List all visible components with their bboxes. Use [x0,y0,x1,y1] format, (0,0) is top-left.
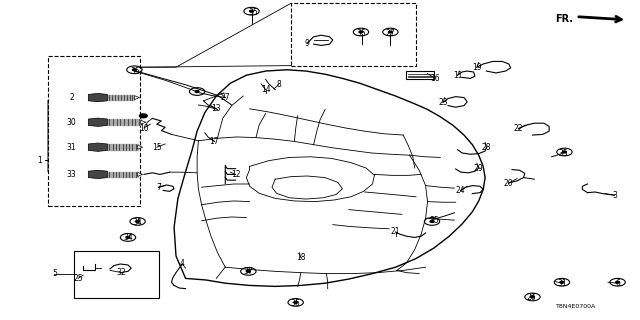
Bar [48,56,140,206]
Circle shape [140,114,147,118]
Polygon shape [88,118,108,126]
Circle shape [560,281,564,283]
Text: 29: 29 [474,164,484,172]
Text: 12: 12 [231,170,240,179]
Text: 35: 35 [131,67,141,76]
Circle shape [563,151,566,153]
Text: 6: 6 [615,279,620,288]
Polygon shape [138,145,143,149]
Text: 9: 9 [305,39,310,48]
Text: FR.: FR. [556,14,573,24]
Text: 19: 19 [472,63,482,72]
Circle shape [388,31,392,33]
Circle shape [430,220,434,222]
Circle shape [294,301,298,303]
Text: 20: 20 [504,179,514,188]
Text: 1: 1 [37,156,42,164]
Circle shape [136,220,140,222]
Text: 21: 21 [391,228,400,236]
Text: 37: 37 [243,268,253,276]
Text: 33: 33 [67,170,77,179]
Polygon shape [138,172,143,176]
Text: 22: 22 [514,124,523,133]
Text: 15: 15 [152,143,162,152]
Bar [406,71,434,79]
Bar [74,251,159,298]
Text: 27: 27 [220,93,230,102]
Polygon shape [141,120,146,124]
Text: 35: 35 [248,8,258,17]
Text: 8: 8 [276,80,281,89]
Circle shape [531,296,534,298]
Text: 7: 7 [156,183,161,192]
Text: 31: 31 [67,143,77,152]
Text: 25: 25 [73,274,83,283]
Text: 18: 18 [296,253,305,262]
Circle shape [246,270,250,272]
Text: 17: 17 [209,137,220,146]
Text: 11: 11 [453,71,462,80]
Text: 31: 31 [557,279,567,288]
Text: 36: 36 [291,299,301,308]
Text: 3: 3 [612,191,617,200]
Text: T8N4E0700A: T8N4E0700A [556,304,596,309]
Text: 35: 35 [429,216,439,225]
Polygon shape [134,96,140,100]
Polygon shape [88,143,108,151]
Polygon shape [88,93,108,102]
Polygon shape [88,170,108,179]
Text: 23: 23 [438,98,448,107]
Circle shape [250,10,253,12]
Text: 16: 16 [430,74,440,83]
Circle shape [359,31,363,33]
Text: 34: 34 [123,233,133,242]
Text: 4: 4 [180,260,185,268]
Bar [291,3,416,66]
Text: 2: 2 [69,93,74,102]
Text: 32: 32 [116,268,127,277]
Text: 13: 13 [211,104,221,113]
Text: 34: 34 [132,218,143,227]
Text: 5: 5 [52,269,57,278]
Text: 30: 30 [67,118,77,127]
Text: 35: 35 [558,149,568,158]
Text: 35: 35 [356,29,367,38]
Text: 27: 27 [385,29,396,38]
Circle shape [132,69,136,71]
Circle shape [616,281,620,283]
Text: 26: 26 [526,293,536,302]
Text: 24: 24 [456,186,466,195]
Text: 10: 10 [139,124,149,132]
Text: 14: 14 [260,85,271,94]
Circle shape [126,236,130,238]
Circle shape [195,91,199,92]
Text: 28: 28 [482,143,491,152]
